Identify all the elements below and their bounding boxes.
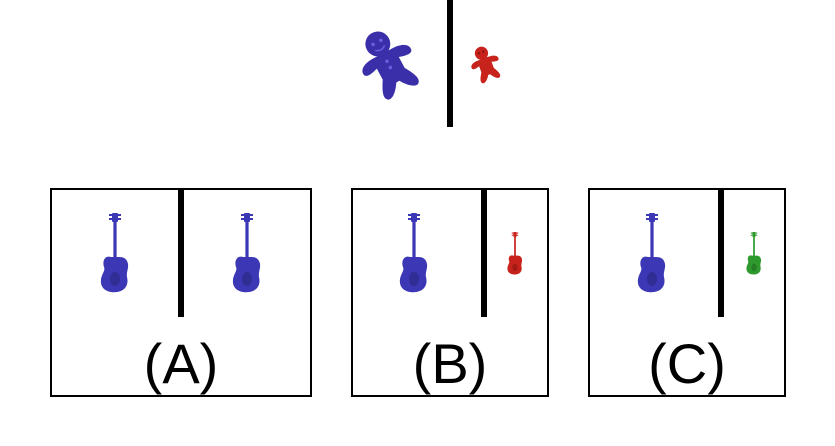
option-b-label: (B) [412, 332, 488, 395]
option-b-left-guitar [398, 212, 430, 296]
option-a-left-guitar [99, 212, 131, 296]
option-b-card[interactable]: (B) [351, 188, 549, 397]
prompt-left-item [355, 22, 419, 104]
option-b-divider [481, 190, 487, 317]
bass-guitar-icon [507, 232, 523, 275]
bass-guitar-icon [100, 213, 129, 293]
option-a-label: (A) [143, 332, 219, 395]
option-c-label: (C) [648, 332, 726, 395]
option-c-right-guitar [745, 232, 763, 276]
option-c-left-guitar [636, 212, 668, 296]
prompt-divider [447, 0, 453, 127]
gingerbread-man-icon [468, 43, 502, 85]
bass-guitar-icon [637, 213, 666, 293]
gingerbread-man-icon [355, 22, 419, 104]
option-c-card[interactable]: (C) [588, 188, 786, 397]
option-a-right-guitar [231, 212, 263, 296]
bass-guitar-icon [746, 232, 762, 275]
bass-guitar-icon [399, 213, 428, 293]
option-c-divider [718, 190, 724, 317]
option-b-right-guitar [506, 232, 524, 276]
option-a-card[interactable]: (A) [50, 188, 312, 397]
option-a-divider [178, 190, 184, 317]
prompt-right-item [468, 43, 502, 85]
bass-guitar-icon [232, 213, 261, 293]
